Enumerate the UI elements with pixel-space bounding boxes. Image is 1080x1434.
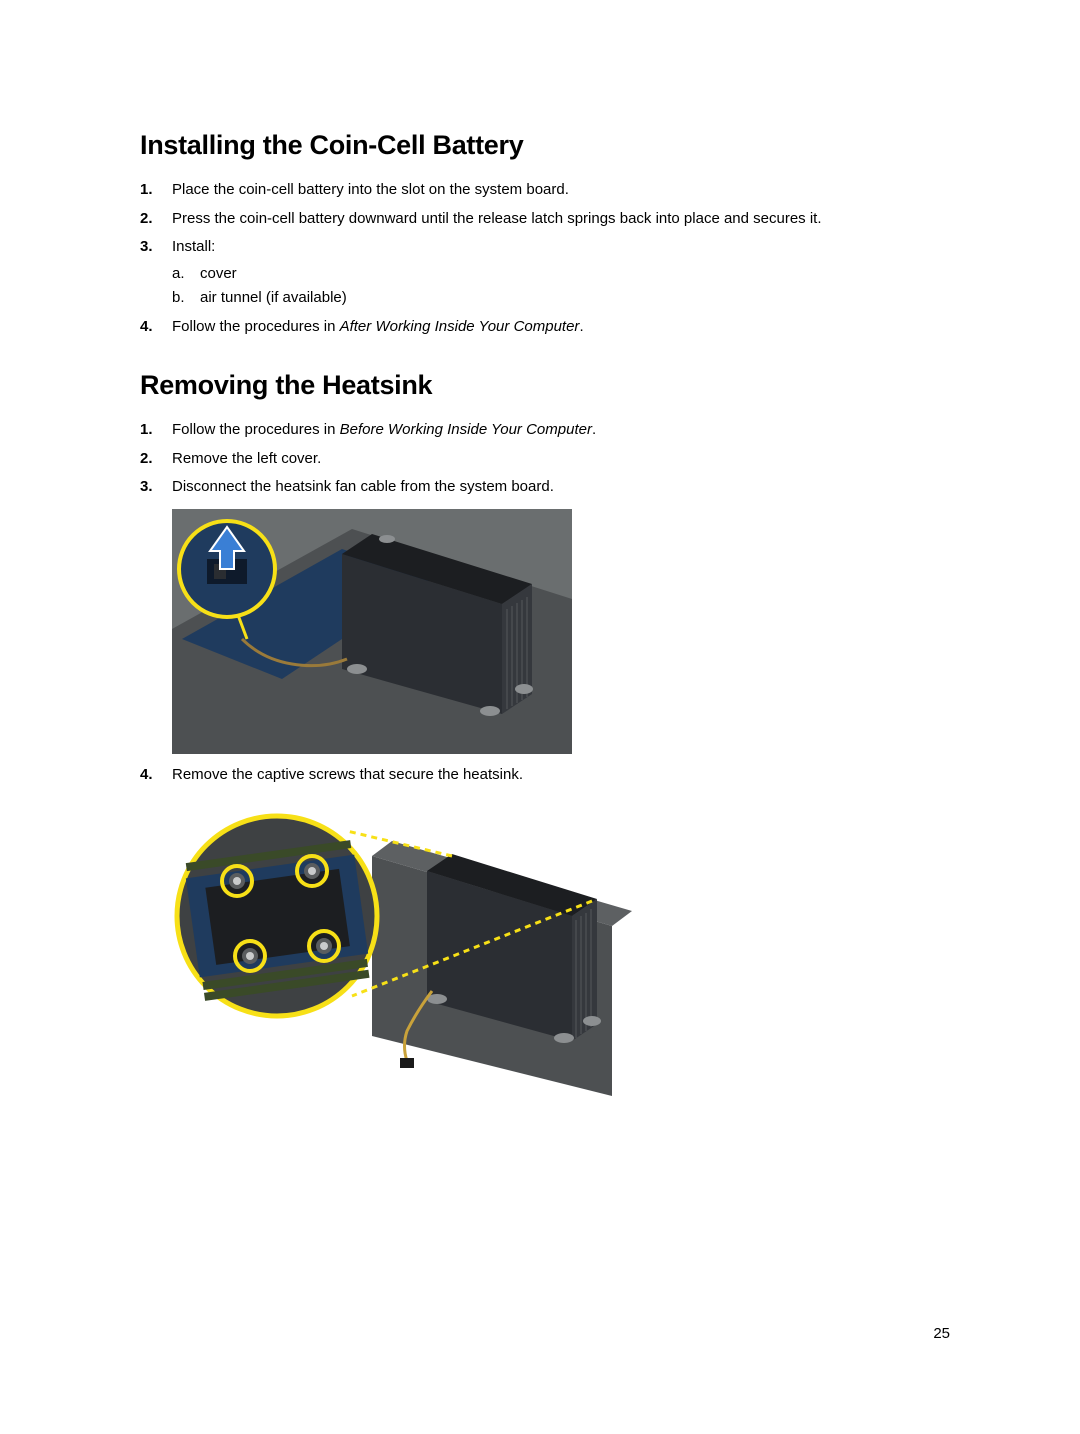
install-step-4: Follow the procedures in After Working I… xyxy=(172,316,950,339)
section-title-removing: Removing the Heatsink xyxy=(140,370,950,401)
step-text-post: . xyxy=(579,318,583,335)
install-substeps: cover air tunnel (if available) xyxy=(172,263,950,310)
step-text-post: . xyxy=(592,421,596,438)
install-step-2: Press the coin-cell battery downward unt… xyxy=(172,208,950,231)
install-substep-a: cover xyxy=(200,263,950,286)
figure-remove-screws xyxy=(172,796,950,1106)
install-substep-b: air tunnel (if available) xyxy=(200,287,950,310)
page-number: 25 xyxy=(933,1325,950,1342)
remove-step-4: Remove the captive screws that secure th… xyxy=(172,764,950,787)
install-step-1: Place the coin-cell battery into the slo… xyxy=(172,179,950,202)
step-text-italic: After Working Inside Your Computer xyxy=(340,318,580,335)
step-text: Disconnect the heatsink fan cable from t… xyxy=(172,478,554,495)
remove-steps-list-cont: Remove the captive screws that secure th… xyxy=(140,764,950,787)
figure-disconnect-cable xyxy=(172,509,950,754)
remove-step-2: Remove the left cover. xyxy=(172,448,950,471)
step-text-pre: Follow the procedures in xyxy=(172,318,340,335)
step-text-pre: Follow the procedures in xyxy=(172,421,340,438)
substep-text: cover xyxy=(200,265,237,282)
remove-steps-list: Follow the procedures in Before Working … xyxy=(140,419,950,499)
step-text-italic: Before Working Inside Your Computer xyxy=(340,421,592,438)
install-step-3: Install: cover air tunnel (if available) xyxy=(172,236,950,310)
step-text: Place the coin-cell battery into the slo… xyxy=(172,181,569,198)
step-text: Press the coin-cell battery downward unt… xyxy=(172,210,822,227)
section-title-installing: Installing the Coin-Cell Battery xyxy=(140,130,950,161)
install-steps-list: Place the coin-cell battery into the slo… xyxy=(140,179,950,338)
remove-step-1: Follow the procedures in Before Working … xyxy=(172,419,950,442)
step-text: Remove the left cover. xyxy=(172,450,321,467)
remove-step-3: Disconnect the heatsink fan cable from t… xyxy=(172,476,950,499)
step-text: Remove the captive screws that secure th… xyxy=(172,766,523,783)
step-text: Install: xyxy=(172,238,215,255)
substep-text: air tunnel (if available) xyxy=(200,289,347,306)
